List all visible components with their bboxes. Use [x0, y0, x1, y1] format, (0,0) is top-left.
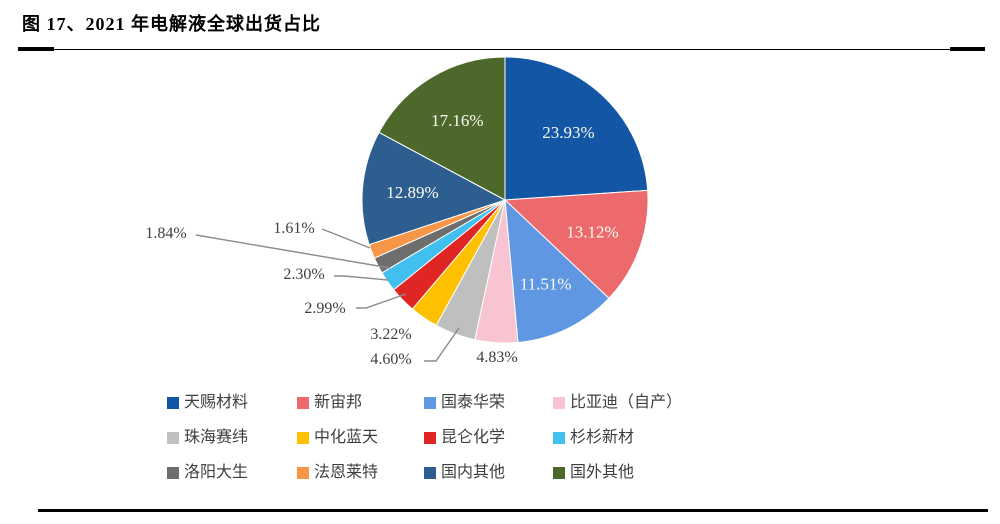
pie-value-label-outside: 4.60%	[370, 351, 411, 368]
leader-line	[334, 275, 389, 281]
leader-line	[195, 234, 391, 269]
pie-value-label-inside: 12.89%	[386, 183, 438, 202]
pie-value-label-outside: 4.83%	[476, 349, 517, 366]
pie-value-label-inside: 13.12%	[566, 222, 618, 241]
figure-title: 图 17、2021 年电解液全球出货占比	[22, 14, 321, 34]
top-rule-right-cap	[950, 47, 985, 51]
leader-line	[356, 293, 407, 309]
pie-slice-11	[361, 131, 506, 246]
leader-line	[321, 228, 371, 249]
pie-value-label-outside: 2.99%	[304, 300, 345, 317]
pie-value-label-outside: 1.61%	[273, 220, 314, 237]
leader-line	[424, 327, 460, 362]
pie-slice-2	[504, 189, 649, 299]
pie-slice-1	[504, 56, 649, 201]
pie-value-label-outside: 3.22%	[370, 326, 411, 343]
bottom-rule	[38, 509, 988, 512]
pie-value-label-outside: 2.30%	[283, 266, 324, 283]
pie-value-label-inside: 23.93%	[542, 123, 594, 142]
pie-slice-3	[504, 199, 610, 343]
top-rule	[18, 49, 985, 50]
pie-value-label-inside: 17.16%	[431, 111, 483, 130]
top-rule-left-cap	[18, 47, 54, 51]
pie-value-label-outside: 1.84%	[145, 225, 186, 242]
pie-value-label-inside: 11.51%	[520, 275, 572, 294]
pie-slice-12	[378, 56, 506, 201]
